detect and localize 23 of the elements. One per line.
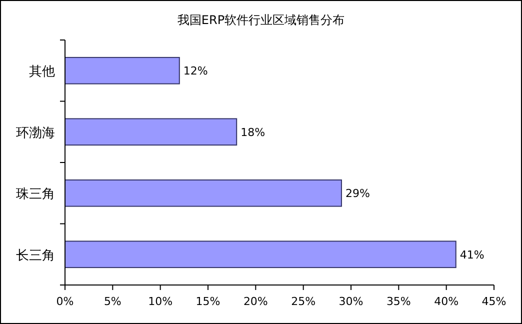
data-label: 29%: [345, 187, 370, 200]
x-tick-label: 35%: [386, 295, 411, 308]
bar: [64, 240, 456, 268]
x-tick-label: 25%: [291, 295, 316, 308]
x-tick-label: 5%: [104, 295, 122, 308]
y-tick-label: 其他: [29, 64, 55, 80]
x-tick-label: 45%: [482, 295, 506, 308]
data-label: 12%: [183, 64, 208, 78]
y-tick-label: 长三角: [16, 248, 55, 264]
x-tick-label: 10%: [148, 295, 173, 308]
bar: [64, 56, 180, 84]
x-tick-label: 30%: [338, 295, 364, 308]
chart-title: 我国ERP软件行业区域销售分布: [177, 13, 345, 27]
y-tick-label: 珠三角: [16, 187, 55, 202]
y-tick-label: 环渤海: [16, 126, 55, 141]
x-tick-label: 0%: [56, 295, 74, 308]
x-tick-label: 40%: [434, 295, 459, 308]
data-label: 18%: [240, 126, 266, 139]
data-label: 41%: [460, 248, 484, 262]
x-tick-label: 15%: [196, 295, 220, 308]
bar: [64, 179, 342, 207]
x-tick-label: 20%: [243, 295, 268, 308]
bar: [64, 118, 238, 146]
